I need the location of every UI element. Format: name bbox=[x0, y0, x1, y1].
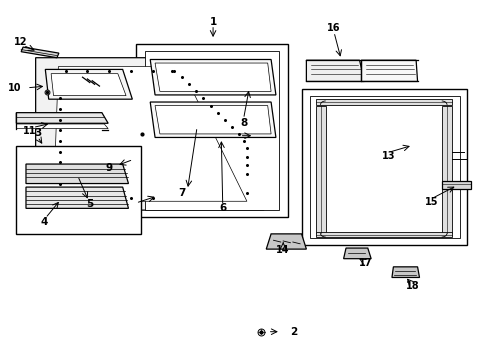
Polygon shape bbox=[155, 63, 270, 91]
Polygon shape bbox=[16, 124, 108, 129]
Polygon shape bbox=[136, 44, 287, 217]
Text: 1: 1 bbox=[209, 17, 216, 27]
Polygon shape bbox=[391, 267, 419, 278]
Text: 10: 10 bbox=[8, 83, 21, 93]
Text: 7: 7 bbox=[178, 189, 185, 198]
Polygon shape bbox=[306, 60, 364, 81]
Text: 17: 17 bbox=[358, 258, 371, 268]
Polygon shape bbox=[265, 234, 306, 249]
Polygon shape bbox=[315, 233, 451, 238]
Polygon shape bbox=[155, 105, 270, 134]
Polygon shape bbox=[36, 58, 264, 210]
Polygon shape bbox=[441, 105, 451, 233]
Polygon shape bbox=[21, 47, 59, 58]
Text: 18: 18 bbox=[405, 281, 419, 291]
Polygon shape bbox=[145, 51, 279, 210]
Text: 2: 2 bbox=[290, 327, 297, 337]
Polygon shape bbox=[441, 181, 470, 189]
Polygon shape bbox=[361, 60, 417, 81]
Polygon shape bbox=[301, 89, 466, 244]
Text: 11: 11 bbox=[22, 126, 36, 136]
Text: 3: 3 bbox=[34, 128, 41, 138]
Text: 14: 14 bbox=[276, 244, 289, 255]
Polygon shape bbox=[315, 105, 325, 233]
Text: 5: 5 bbox=[86, 199, 93, 209]
Polygon shape bbox=[16, 113, 108, 123]
Text: 4: 4 bbox=[40, 217, 47, 227]
Text: 15: 15 bbox=[425, 197, 438, 207]
Polygon shape bbox=[53, 67, 246, 201]
Polygon shape bbox=[51, 74, 126, 96]
Text: 8: 8 bbox=[240, 118, 246, 127]
Text: 9: 9 bbox=[106, 163, 113, 172]
Polygon shape bbox=[150, 102, 275, 138]
Polygon shape bbox=[26, 187, 128, 208]
Polygon shape bbox=[45, 69, 132, 99]
Polygon shape bbox=[26, 164, 128, 184]
Polygon shape bbox=[343, 248, 370, 259]
Text: 13: 13 bbox=[381, 151, 394, 161]
Text: 6: 6 bbox=[219, 203, 226, 213]
Polygon shape bbox=[309, 96, 459, 238]
Text: 12: 12 bbox=[14, 37, 28, 48]
Text: 16: 16 bbox=[326, 23, 340, 33]
Polygon shape bbox=[315, 99, 451, 105]
Polygon shape bbox=[16, 146, 140, 234]
Polygon shape bbox=[150, 59, 275, 95]
